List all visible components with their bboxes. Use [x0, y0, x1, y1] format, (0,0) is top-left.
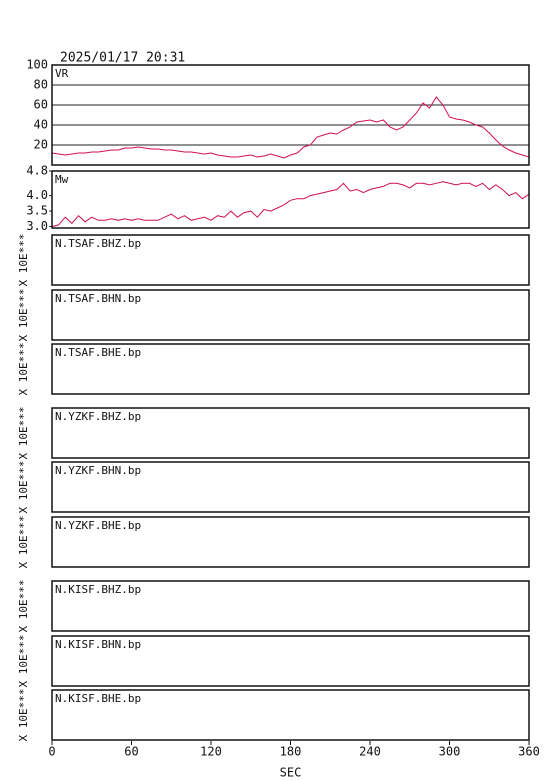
- x-tick-label: 120: [200, 745, 222, 759]
- y-axis-label: X 10E***: [17, 635, 30, 688]
- waveform-panel: [51, 635, 530, 687]
- x-tick-label: 240: [359, 745, 381, 759]
- panel-label: N.TSAF.BHZ.bp: [55, 237, 141, 250]
- figure-title: 2025/01/17 20:31: [60, 51, 185, 66]
- y-axis-label: X 10E***: [17, 289, 30, 342]
- y-tick-label: 20: [34, 138, 48, 152]
- waveform-panel: [51, 234, 530, 286]
- y-tick-label: 4.0: [26, 188, 48, 202]
- x-tick-label: 60: [124, 745, 138, 759]
- panel-label: N.YZKF.BHE.bp: [55, 519, 141, 532]
- panel-label: N.YZKF.BHZ.bp: [55, 410, 141, 423]
- y-axis-label: X 10E***: [17, 689, 30, 742]
- panel-label: N.TSAF.BHN.bp: [55, 292, 141, 305]
- panel-label: N.KISF.BHZ.bp: [55, 583, 141, 596]
- y-tick-label: 3.0: [26, 219, 48, 233]
- waveform-panel: [51, 580, 530, 632]
- waveform-panel: [51, 289, 530, 341]
- y-tick-label: 4.8: [26, 164, 48, 178]
- panel-label: Mw: [55, 173, 69, 186]
- y-tick-label: 40: [34, 118, 48, 132]
- x-tick-label: 0: [48, 745, 55, 759]
- y-axis-label: X 10E***: [17, 407, 30, 460]
- waveform-panel: [51, 343, 530, 395]
- panel-label: N.YZKF.BHN.bp: [55, 464, 141, 477]
- y-axis-label: X 10E***: [17, 234, 30, 287]
- panel-frame: [51, 170, 530, 229]
- y-tick-label: 100: [26, 58, 48, 72]
- y-axis-label: X 10E***: [17, 461, 30, 514]
- data-line: [51, 96, 530, 159]
- x-tick-label: 360: [518, 745, 540, 759]
- waveform-panel: [51, 407, 530, 459]
- x-axis-label: SEC: [280, 766, 302, 780]
- y-tick-label: 60: [34, 98, 48, 112]
- data-line: [51, 181, 530, 227]
- panel-frame: [51, 64, 530, 166]
- y-tick-label: 80: [34, 78, 48, 92]
- panel-label: N.TSAF.BHE.bp: [55, 346, 141, 359]
- waveform-panel: [51, 689, 530, 741]
- panel-label: VR: [55, 67, 69, 80]
- y-axis-label: X 10E***: [17, 516, 30, 569]
- y-axis-label: X 10E***: [17, 580, 30, 633]
- y-axis-label: X 10E***: [17, 343, 30, 396]
- panel-label: N.KISF.BHN.bp: [55, 638, 141, 651]
- x-tick-label: 180: [280, 745, 302, 759]
- y-tick-label: 3.5: [26, 204, 48, 218]
- waveform-panel: [51, 516, 530, 568]
- panel-label: N.KISF.BHE.bp: [55, 692, 141, 705]
- x-tick-label: 300: [439, 745, 461, 759]
- waveform-panel: [51, 461, 530, 513]
